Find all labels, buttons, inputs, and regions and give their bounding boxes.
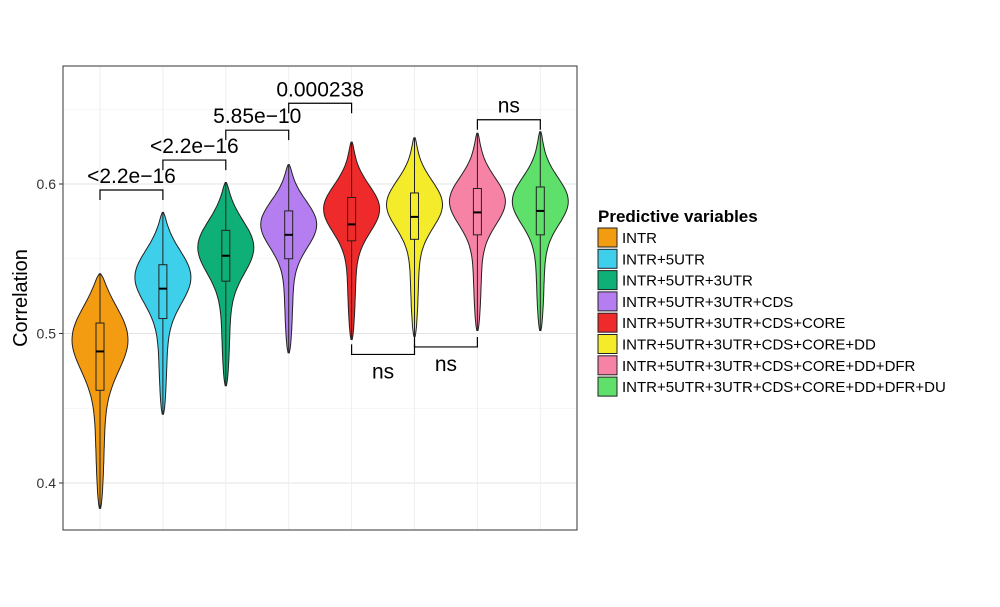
legend-swatch [597,312,618,333]
comparison-bracket [288,102,353,114]
y-tick-label: 0.5 [37,326,57,342]
plot-panel-border [62,65,578,531]
comparison-bracket [476,119,541,130]
legend-label: INTR+5UTR+3UTR+CDS+CORE [622,315,845,332]
comparison-label: 5.85e−10 [213,105,301,128]
comparison-label: ns [372,360,394,383]
legend-swatch [597,248,618,269]
box-1 [95,322,105,391]
comparison-annotations: <2.2e−16 <2.2e−16 5.85e−10 0.000238 ns ns ns [87,78,541,383]
y-tick-label: 0.6 [37,176,57,192]
comparison-label: ns [435,353,457,376]
comparison-bracket [99,189,164,200]
plot-panel [63,66,577,530]
legend-swatch [597,376,618,397]
legend-swatch [597,291,618,312]
violin-layer [71,131,569,509]
comparison-bracket [351,344,416,356]
y-tick-label: 0.4 [37,475,57,491]
legend-label: INTR [622,230,657,247]
legend-label: INTR+5UTR+3UTR+CDS+CORE+DD [622,337,876,354]
legend: INTR INTR+5UTR INTR+5UTR+3UTR INTR+5UTR+3UT… [597,227,946,397]
comparison-label: ns [498,95,520,118]
legend-label: INTR+5UTR+3UTR+CDS [622,294,793,311]
comparison-bracket [225,129,290,141]
box-5 [347,196,357,242]
legend-label: INTR+5UTR [622,251,705,268]
legend-label: INTR+5UTR+3UTR [622,273,753,290]
legend-swatch [597,334,618,354]
legend-label: INTR+5UTR+3UTR+CDS+CORE+DD+DFR [622,358,916,375]
legend-swatch [597,270,618,291]
legend-swatch [597,355,618,376]
comparison-label: 0.000238 [276,78,364,101]
legend-title: Predictive variables [598,207,758,226]
comparison-label: <2.2e−16 [87,165,176,188]
y-axis-title: Correlation [10,249,32,347]
comparison-bracket [162,159,227,171]
y-axis: 0.4 0.5 0.6 [37,176,63,491]
comparison-bracket [413,336,478,348]
comparison-label: <2.2e−16 [150,135,239,158]
box-2 [158,264,168,320]
legend-swatch [597,227,618,248]
legend-label: INTR+5UTR+3UTR+CDS+CORE+DD+DFR+DU [622,379,946,396]
